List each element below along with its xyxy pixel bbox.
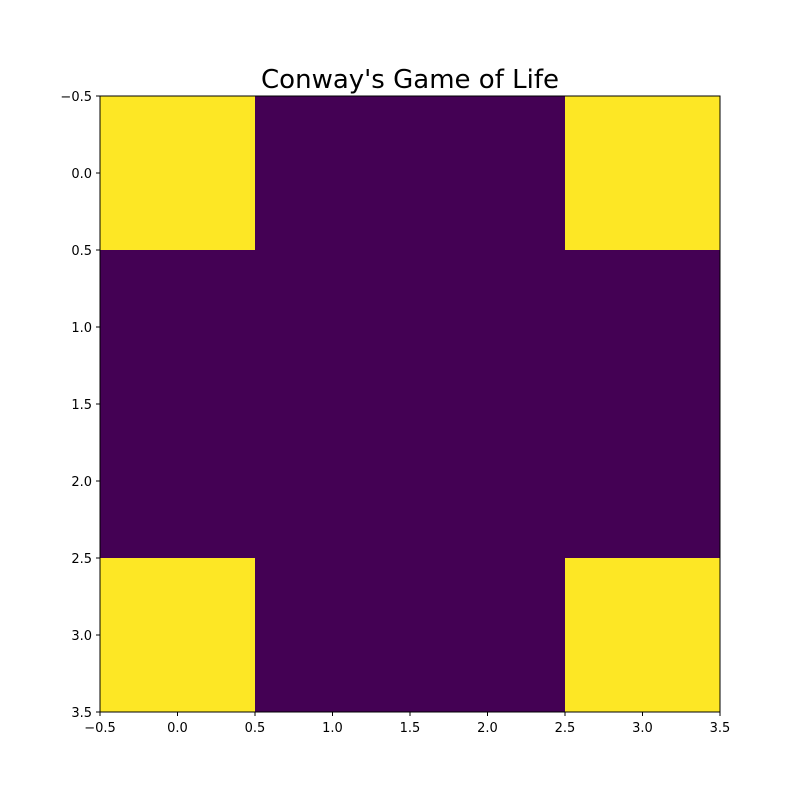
cell-r1-c0-dead bbox=[100, 250, 255, 404]
x-tick-label: 2.5 bbox=[555, 721, 576, 736]
y-axis: −0.5 0.0 0.5 1.0 1.5 2.0 2.5 3.0 3.5 bbox=[60, 90, 100, 721]
heatmap-cells bbox=[100, 96, 720, 712]
cell-r2-c3-dead bbox=[565, 404, 720, 558]
x-tick-label: −0.5 bbox=[84, 721, 116, 736]
cell-r2-c0-dead bbox=[100, 404, 255, 558]
y-tick-label: −0.5 bbox=[60, 90, 92, 105]
y-tick-label: 1.0 bbox=[71, 321, 92, 336]
x-tick-label: 0.5 bbox=[245, 721, 266, 736]
cell-r3-c1-dead bbox=[255, 558, 410, 712]
cell-r0-c1-dead bbox=[255, 96, 410, 250]
y-tick-label: 1.5 bbox=[71, 398, 92, 413]
x-tick-label: 0.0 bbox=[167, 721, 188, 736]
y-tick-label: 3.0 bbox=[71, 629, 92, 644]
cell-r1-c3-dead bbox=[565, 250, 720, 404]
cell-r2-c1-dead bbox=[255, 404, 410, 558]
y-tick-label: 2.0 bbox=[71, 475, 92, 490]
x-tick-label: 2.0 bbox=[477, 721, 498, 736]
y-tick-label: 0.5 bbox=[71, 244, 92, 259]
x-tick-label: 3.5 bbox=[710, 721, 731, 736]
cell-r0-c2-dead bbox=[410, 96, 565, 250]
cell-r3-c0-alive bbox=[100, 558, 255, 712]
cell-r2-c2-dead bbox=[410, 404, 565, 558]
y-tick-label: 3.5 bbox=[71, 706, 92, 721]
cell-r1-c2-dead bbox=[410, 250, 565, 404]
x-tick-label: 1.0 bbox=[322, 721, 343, 736]
x-tick-label: 1.5 bbox=[400, 721, 421, 736]
cell-r3-c2-dead bbox=[410, 558, 565, 712]
y-tick-label: 0.0 bbox=[71, 167, 92, 182]
x-axis: −0.5 0.0 0.5 1.0 1.5 2.0 2.5 3.0 3.5 bbox=[84, 712, 730, 736]
x-tick-label: 3.0 bbox=[632, 721, 653, 736]
cell-r0-c3-alive bbox=[565, 96, 720, 250]
cell-r1-c1-dead bbox=[255, 250, 410, 404]
cell-r0-c0-alive bbox=[100, 96, 255, 250]
chart-title: Conway's Game of Life bbox=[261, 65, 559, 95]
y-tick-label: 2.5 bbox=[71, 552, 92, 567]
cell-r3-c3-alive bbox=[565, 558, 720, 712]
